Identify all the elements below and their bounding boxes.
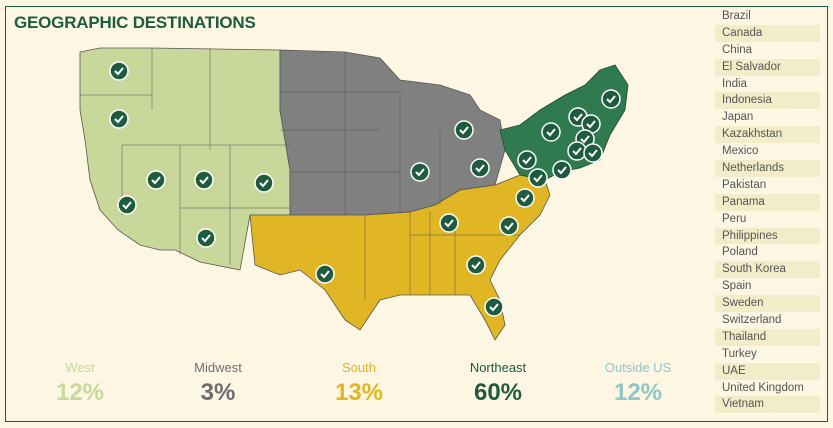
region-south: South 13% <box>299 360 419 407</box>
check-circle-icon <box>146 170 166 190</box>
check-circle-icon <box>439 213 459 233</box>
region-south-label: South <box>342 360 376 375</box>
country-item: Philippines <box>715 227 820 245</box>
region-south-percent: 13% <box>334 379 384 406</box>
country-item: Canada <box>715 24 820 42</box>
country-item: South Korea <box>715 261 820 279</box>
check-circle-icon <box>194 170 214 190</box>
check-circle-icon <box>410 162 430 182</box>
page-title: GEOGRAPHIC DESTINATIONS <box>14 13 256 32</box>
country-item: Netherlands <box>715 160 820 177</box>
country-item: El Salvador <box>715 58 820 76</box>
country-item: India <box>722 77 747 90</box>
country-item: Poland <box>722 246 758 259</box>
check-circle-icon <box>109 109 129 129</box>
check-circle-icon <box>517 150 537 170</box>
check-circle-icon <box>541 122 561 142</box>
state-borders <box>80 48 520 300</box>
country-item: China <box>722 43 753 56</box>
country-item: Pakistan <box>722 178 767 191</box>
check-circle-icon <box>315 264 335 284</box>
country-list: Brazil Canada China El Salvador India In… <box>715 8 820 414</box>
region-south-shape <box>249 174 551 341</box>
check-circle-icon <box>470 158 490 178</box>
region-midwest-shape <box>279 49 506 216</box>
country-item: Mexico <box>722 145 759 158</box>
region-summary: West 12% Midwest 3% South 13% Northeast … <box>0 360 710 420</box>
check-circle-icon <box>454 120 474 140</box>
region-outside-us-percent: 12% <box>613 379 663 406</box>
country-item: Spain <box>722 280 752 293</box>
check-circle-icon <box>583 143 603 163</box>
country-item: Peru <box>722 212 747 225</box>
region-midwest-percent: 3% <box>200 379 236 406</box>
country-item: Panama <box>715 193 820 211</box>
check-circle-icon <box>196 228 216 248</box>
country-item: UAE <box>715 362 820 380</box>
country-item: Switzerland <box>722 314 782 327</box>
check-circle-icon <box>484 297 504 317</box>
country-item: Indonesia <box>715 92 820 110</box>
country-item: Japan <box>722 111 754 124</box>
country-item: Brazil <box>722 10 751 22</box>
check-circle-icon <box>528 168 548 188</box>
check-circle-icon <box>499 216 519 236</box>
us-map <box>79 47 629 341</box>
region-outside-us: Outside US 12% <box>578 360 698 407</box>
check-circle-icon <box>254 173 274 193</box>
country-item: United Kingdom <box>722 381 804 394</box>
check-circle-icon <box>109 61 129 81</box>
checkmarks <box>109 61 621 317</box>
country-item: Turkey <box>722 347 757 360</box>
region-northeast-label: Northeast <box>469 360 527 375</box>
region-west-percent: 12% <box>55 379 105 406</box>
region-northeast: Northeast 60% <box>438 360 558 407</box>
region-west-label: West <box>65 360 95 375</box>
country-item: Sweden <box>715 295 820 313</box>
check-circle-icon <box>567 141 587 161</box>
region-midwest-label: Midwest <box>194 360 242 375</box>
check-circle-icon <box>601 89 621 109</box>
region-northeast-percent: 60% <box>473 379 523 406</box>
check-circle-icon <box>466 255 486 275</box>
country-item: Kazakhstan <box>715 126 820 144</box>
country-item: Vietnam <box>715 396 820 414</box>
country-item: Thailand <box>715 328 820 346</box>
check-circle-icon <box>117 195 137 215</box>
region-outside-us-label: Outside US <box>604 360 672 375</box>
region-west: West 12% <box>20 360 140 407</box>
check-circle-icon <box>581 114 601 134</box>
check-circle-icon <box>515 188 535 208</box>
region-midwest: Midwest 3% <box>158 360 278 407</box>
check-circle-icon <box>552 160 572 180</box>
